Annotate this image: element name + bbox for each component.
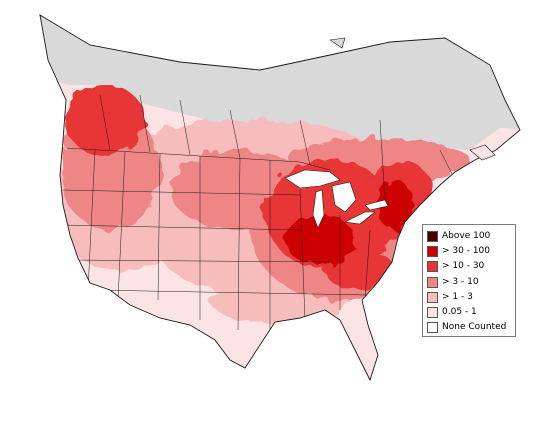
legend-label: None Counted (442, 322, 507, 333)
legend-item-1-3: > 1 - 3 (427, 290, 511, 305)
island-north (329, 37, 346, 49)
legend-item-30-100: > 30 - 100 (427, 244, 511, 259)
region-vhigh-ne (377, 180, 413, 230)
region-high-south (325, 250, 395, 290)
legend-item-10-30: > 10 - 30 (427, 259, 511, 274)
legend-label: Above 100 (442, 231, 491, 242)
legend-item-0-05-1: 0.05 - 1 (427, 305, 511, 320)
legend-swatch (427, 322, 438, 334)
lake-ontario (364, 199, 389, 211)
coastline (39, 14, 521, 382)
legend-item-above-100: Above 100 (427, 229, 511, 244)
legend-label: > 10 - 30 (442, 261, 485, 272)
island-ne (469, 144, 496, 161)
legend-item-3-10: > 3 - 10 (427, 275, 511, 290)
legend-label: > 30 - 100 (442, 246, 491, 257)
legend-label: > 3 - 10 (442, 276, 479, 287)
lake-superior (284, 169, 341, 189)
legend-swatch (427, 276, 438, 288)
legend-swatch (427, 261, 438, 273)
lake-huron (331, 181, 357, 213)
legend-swatch (427, 291, 438, 303)
legend-swatch (427, 307, 438, 319)
legend-label: 0.05 - 1 (442, 307, 477, 318)
lake-michigan (312, 189, 325, 229)
legend-item-none-counted: None Counted (427, 320, 511, 335)
legend-label: > 1 - 3 (442, 291, 473, 302)
lake-erie (343, 211, 376, 225)
political-borders (62, 94, 461, 331)
legend-swatch (427, 246, 438, 258)
legend: Above 100 > 30 - 100 > 10 - 30 > 3 - 10 … (422, 224, 516, 337)
region-high-nw (65, 85, 145, 155)
legend-swatch (427, 231, 438, 243)
